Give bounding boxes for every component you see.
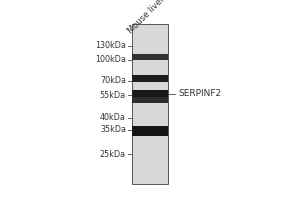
Text: 100kDa: 100kDa (95, 55, 126, 64)
Text: 25kDa: 25kDa (100, 150, 126, 159)
Bar (132, 24, 168, 184)
Text: 40kDa: 40kDa (100, 113, 126, 122)
Bar (132, 126, 168, 136)
Bar (132, 97, 168, 103)
Bar (132, 75, 168, 82)
Text: 70kDa: 70kDa (100, 76, 126, 85)
Text: 130kDa: 130kDa (95, 41, 126, 50)
Text: Mouse liver: Mouse liver (127, 0, 167, 35)
Text: 55kDa: 55kDa (100, 91, 126, 100)
Bar (132, 90, 168, 98)
Text: SERPINF2: SERPINF2 (178, 89, 222, 98)
Text: 35kDa: 35kDa (100, 125, 126, 134)
Bar (132, 54, 168, 60)
